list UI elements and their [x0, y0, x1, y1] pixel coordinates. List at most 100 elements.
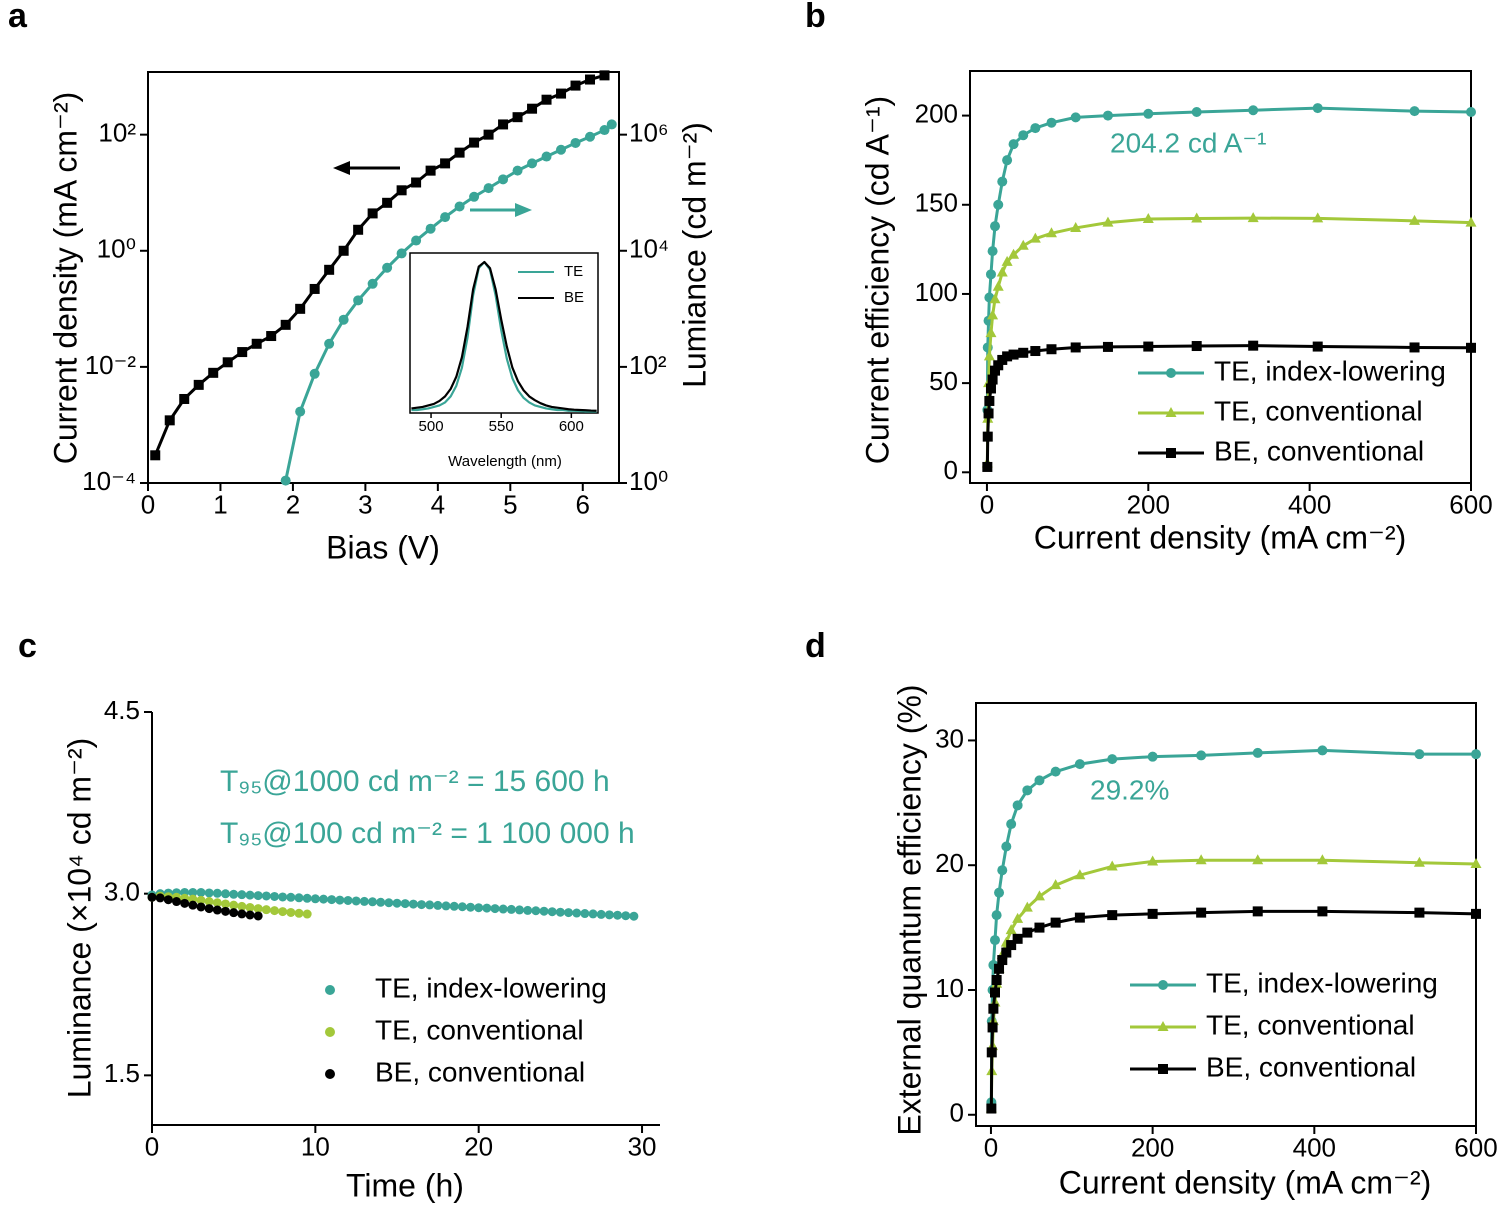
marker: [310, 894, 320, 904]
marker: [1191, 341, 1202, 352]
legend-swatch: [325, 985, 335, 995]
marker: [483, 129, 494, 140]
marker: [1074, 869, 1086, 880]
marker: [512, 165, 523, 176]
y2-tick-label: 10⁶: [629, 118, 669, 148]
marker: [1195, 854, 1207, 865]
marker: [490, 904, 500, 914]
marker: [1191, 212, 1203, 223]
x-tick-label: 4: [431, 489, 445, 519]
y-tick-label: 10²: [98, 118, 136, 148]
y-tick-label: 10⁰: [97, 234, 136, 264]
panel-label: d: [805, 627, 826, 665]
marker: [204, 888, 214, 898]
marker: [196, 895, 206, 905]
x-tick-label: 3: [358, 489, 372, 519]
marker: [621, 911, 631, 921]
legend-swatch: [325, 1069, 335, 1079]
marker: [253, 911, 263, 921]
marker: [1196, 750, 1207, 761]
marker: [556, 88, 567, 99]
marker: [994, 963, 1005, 974]
marker: [984, 395, 995, 406]
marker: [295, 303, 306, 314]
marker: [498, 119, 509, 130]
marker: [1312, 212, 1324, 223]
marker: [278, 892, 288, 902]
series-line: [985, 106, 1472, 410]
marker: [469, 137, 480, 148]
marker: [996, 266, 1008, 277]
marker: [1409, 214, 1421, 225]
marker: [985, 269, 996, 280]
y-tick-label: 100: [915, 277, 958, 307]
marker: [1018, 347, 1029, 358]
marker: [1471, 908, 1481, 919]
marker: [1470, 857, 1482, 868]
marker: [1147, 908, 1158, 919]
marker: [261, 905, 271, 915]
marker: [1247, 212, 1259, 223]
x-tick-label: 1: [213, 489, 227, 519]
marker: [1002, 351, 1013, 362]
y2-tick-label: 10²: [629, 350, 667, 380]
marker: [1070, 342, 1081, 353]
marker: [599, 70, 610, 81]
marker: [1001, 947, 1012, 958]
marker: [1022, 785, 1033, 796]
marker: [400, 899, 410, 909]
marker: [1012, 933, 1023, 944]
marker: [466, 902, 476, 912]
x-tick-label: 200: [1131, 1132, 1174, 1162]
marker: [425, 223, 436, 234]
marker: [454, 147, 465, 158]
marker: [1414, 907, 1425, 918]
legend-label: TE, index-lowering: [1206, 967, 1438, 998]
marker: [512, 112, 523, 123]
y2-tick-label: 10⁴: [629, 234, 669, 264]
marker: [212, 898, 222, 908]
marker: [1050, 766, 1061, 777]
marker: [982, 431, 993, 442]
marker: [367, 208, 378, 219]
marker: [1414, 749, 1425, 760]
marker: [469, 191, 480, 202]
marker: [245, 902, 255, 912]
marker: [147, 892, 157, 902]
annotation: T₉₅@100 cd m⁻² = 1 100 000 h: [220, 817, 635, 850]
marker: [253, 904, 263, 914]
annotation: 29.2%: [1090, 774, 1169, 805]
arrow-head-right: [515, 203, 532, 217]
y-axis-label: Current efficiency (cd A⁻¹): [859, 96, 895, 464]
marker: [338, 245, 349, 256]
legend-label: TE, conventional: [1206, 1009, 1415, 1040]
x-tick-label: 400: [1288, 489, 1331, 519]
marker: [229, 900, 239, 910]
marker: [515, 905, 525, 915]
marker: [294, 893, 304, 903]
marker: [1102, 110, 1113, 121]
marker: [990, 221, 1001, 232]
marker: [555, 907, 565, 917]
marker: [606, 119, 617, 130]
marker: [564, 908, 574, 918]
marker: [229, 889, 239, 899]
marker: [506, 904, 516, 914]
marker: [441, 901, 451, 911]
legend-marker: [1165, 407, 1177, 417]
marker: [302, 893, 312, 903]
marker: [991, 910, 1002, 921]
marker: [382, 197, 393, 208]
marker: [989, 935, 1000, 946]
y-tick-label: 1.5: [104, 1058, 140, 1088]
x-axis-label: Current density (mA cm⁻²): [1059, 1164, 1432, 1200]
marker: [1029, 232, 1041, 243]
marker: [222, 357, 233, 368]
marker: [1465, 216, 1477, 227]
marker: [483, 183, 494, 194]
marker: [188, 887, 198, 897]
marker: [1006, 940, 1017, 951]
x-tick-label: 600: [559, 418, 584, 435]
marker: [527, 103, 538, 114]
